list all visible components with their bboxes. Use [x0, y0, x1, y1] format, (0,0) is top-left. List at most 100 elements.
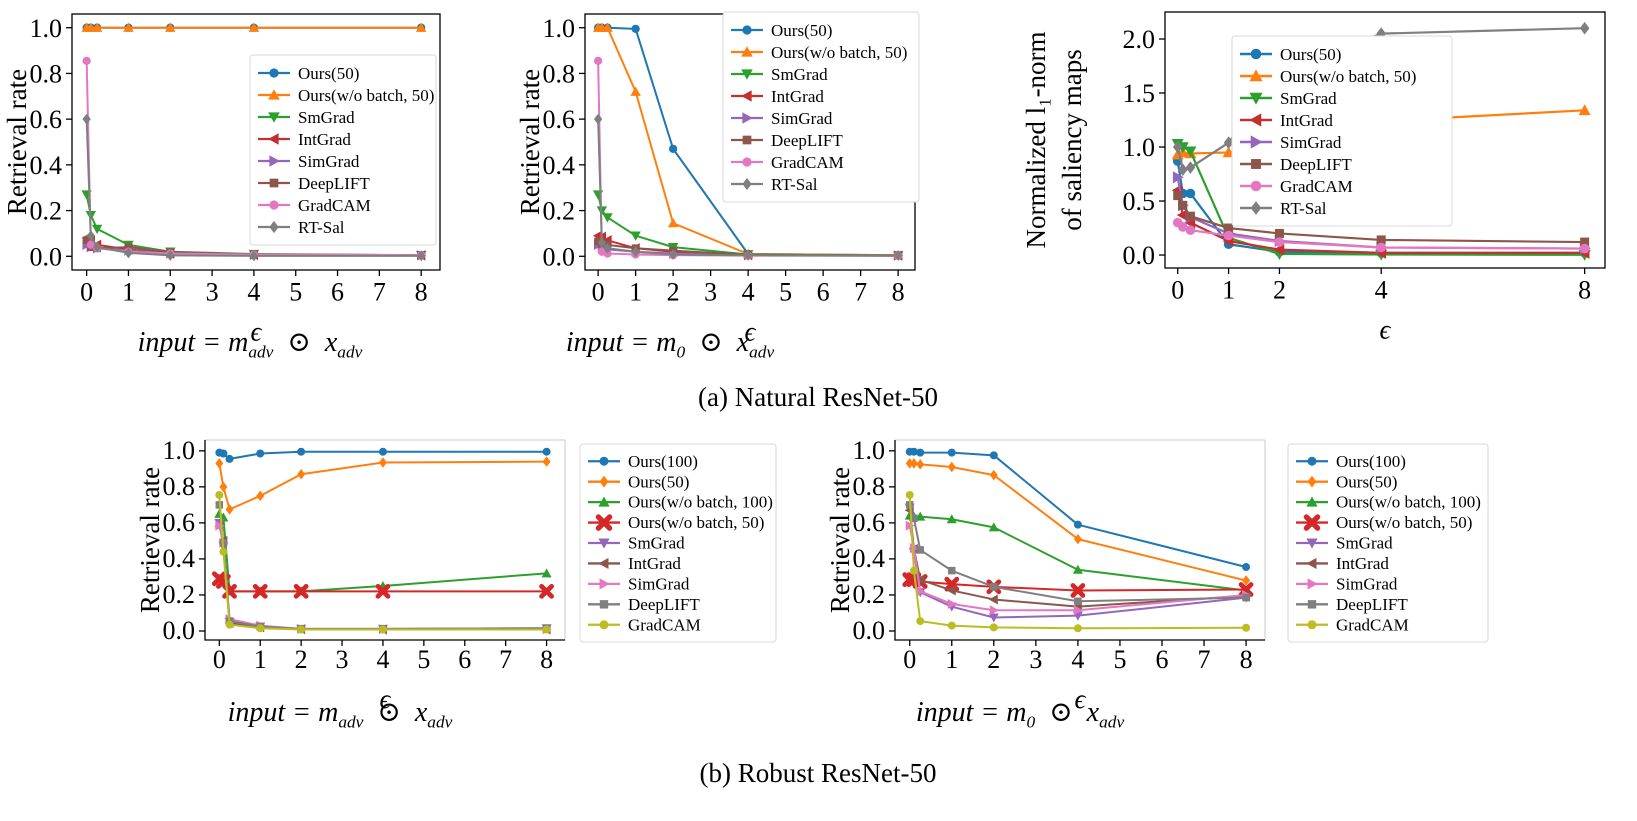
legend-item[interactable]: SmGrad — [1240, 89, 1337, 108]
legend-marker — [269, 68, 279, 78]
legend-item[interactable]: GradCAM — [731, 153, 844, 172]
legend-item[interactable]: IntGrad — [588, 554, 681, 573]
legend-label: Ours(w/o batch, 100) — [1336, 493, 1481, 512]
legend-marker — [742, 25, 752, 35]
legend-item[interactable]: SimGrad — [731, 109, 833, 128]
x-tick-label: 4 — [742, 278, 755, 307]
legend-item[interactable]: SmGrad — [258, 108, 355, 127]
data-point — [123, 22, 134, 32]
plot-svg-panel-b2: 0 1 2 3 4 5 6 7 8 0.0 0.2 0.4 0.6 0.8 1.0 ϵ Retrieval ra… — [825, 436, 1489, 714]
legend-item[interactable]: Ours(w/o batch, 50) — [588, 513, 764, 532]
data-point — [86, 230, 95, 242]
legend-item[interactable]: SmGrad — [588, 534, 685, 553]
legend-label: Ours(50) — [1280, 45, 1341, 64]
legend-item[interactable]: RT-Sal — [731, 175, 818, 194]
x-tick-label: 8 — [1578, 276, 1591, 305]
legend-item[interactable]: DeepLIFT — [1296, 595, 1408, 614]
legend-marker — [598, 538, 610, 549]
legend-item[interactable]: SimGrad — [1296, 574, 1398, 593]
chart-panel-a1: 0 1 2 3 4 5 6 7 8 0.0 0.2 0.4 0.6 0.8 1.0 ϵ Retrieval ra… — [0, 0, 458, 356]
legend-item[interactable]: Ours(50) — [258, 64, 359, 83]
legend-item[interactable]: SimGrad — [588, 574, 690, 593]
legend-item[interactable]: RT-Sal — [258, 218, 345, 237]
data-point — [909, 566, 918, 575]
legend-marker — [268, 112, 280, 123]
x-tick-label: 3 — [704, 278, 717, 307]
chart-panel-b1: 0 1 2 3 4 5 6 7 8 0.0 0.2 0.4 0.6 0.8 1.0 ϵ Retrieval ra… — [105, 424, 795, 726]
legend-item[interactable]: SimGrad — [258, 152, 360, 171]
data-point — [215, 490, 224, 499]
legend-item[interactable]: DeepLIFT — [731, 131, 843, 150]
legend-item[interactable]: Ours(100) — [588, 452, 698, 471]
data-point — [541, 568, 552, 578]
tick-marks: 0 1 2 3 4 5 6 7 8 0.0 0.2 0.4 0.6 0.8 1.0 — [543, 14, 905, 307]
legend-item[interactable]: GradCAM — [258, 196, 371, 215]
legend-item[interactable]: Ours(w/o batch, 50) — [731, 43, 907, 62]
y-axis-label: Retrieval rate — [135, 467, 165, 613]
legend-item[interactable]: Ours(50) — [731, 21, 832, 40]
data-point — [256, 449, 265, 458]
y-tick-label: 0.8 — [853, 472, 886, 501]
legend-item[interactable]: IntGrad — [731, 87, 824, 106]
legend-item[interactable]: DeepLIFT — [1240, 155, 1352, 174]
series-rt-sal — [593, 113, 903, 262]
data-point — [630, 86, 641, 96]
legend-item[interactable]: GradCAM — [1240, 177, 1353, 196]
legend-marker — [598, 496, 610, 507]
data-point — [948, 566, 956, 575]
data-point — [1579, 243, 1590, 254]
legend-marker — [269, 200, 279, 210]
y-tick-label: 1.5 — [1123, 79, 1156, 108]
data-point — [1185, 188, 1196, 199]
y-tick-label: 0.2 — [853, 580, 886, 609]
data-point — [1242, 563, 1251, 572]
legend-item[interactable]: SimGrad — [1240, 133, 1342, 152]
plot-svg-panel-a2: 0 1 2 3 4 5 6 7 8 0.0 0.2 0.4 0.6 0.8 1.0 ϵ Retrieval ra… — [515, 11, 920, 347]
legend-marker — [1306, 538, 1318, 549]
legend-item[interactable]: Ours(50) — [1296, 472, 1397, 491]
x-tick-label: 5 — [417, 645, 430, 674]
legend-item[interactable]: RT-Sal — [1240, 199, 1327, 218]
data-point — [82, 113, 91, 125]
data-point — [215, 520, 225, 531]
legend-marker — [1307, 620, 1317, 630]
data-point — [989, 469, 998, 481]
legend-item[interactable]: Ours(50) — [1240, 45, 1341, 64]
legend-item[interactable]: Ours(100) — [1296, 452, 1406, 471]
legend-item[interactable]: Ours(w/o batch, 50) — [1240, 67, 1416, 86]
x-tick-label: 4 — [1375, 276, 1388, 305]
legend-item[interactable]: Ours(w/o batch, 50) — [258, 86, 434, 105]
legend-label: Ours(w/o batch, 50) — [1280, 67, 1416, 86]
x-tick-label: 8 — [1240, 645, 1253, 674]
legend-item[interactable]: Ours(w/o batch, 50) — [1296, 513, 1472, 532]
legend-item[interactable]: SmGrad — [731, 65, 828, 84]
legend-item[interactable]: Ours(50) — [588, 472, 689, 491]
legend-item[interactable]: Ours(w/o batch, 100) — [1296, 493, 1481, 512]
legend-item[interactable]: IntGrad — [1296, 554, 1389, 573]
legend-item[interactable]: DeepLIFT — [258, 174, 370, 193]
x-tick-label: 4 — [376, 645, 389, 674]
chart-panel-a2: 0 1 2 3 4 5 6 7 8 0.0 0.2 0.4 0.6 0.8 1.0 ϵ Retrieval ra… — [485, 0, 933, 356]
legend-item[interactable]: IntGrad — [258, 130, 351, 149]
legend-item[interactable]: Ours(w/o batch, 100) — [588, 493, 773, 512]
data-point — [593, 56, 603, 66]
legend-marker — [599, 456, 609, 466]
x-tick-label: 5 — [289, 278, 302, 307]
plot-area — [205, 440, 565, 640]
data-point — [905, 458, 914, 469]
legend-item[interactable]: GradCAM — [1296, 615, 1409, 634]
legend-item[interactable]: IntGrad — [1240, 111, 1333, 130]
series-ours-100- — [905, 447, 1251, 572]
series-group — [902, 447, 1254, 633]
data-point — [603, 242, 612, 254]
legend: Ours(50) Ours(w/o batch, 50) SmGrad IntGrad… — [1231, 35, 1453, 227]
series-deeplift — [1173, 191, 1590, 247]
legend-item[interactable]: DeepLIFT — [588, 595, 700, 614]
legend-box — [722, 11, 920, 203]
legend-label: SimGrad — [1280, 133, 1342, 152]
legend-item[interactable]: SmGrad — [1296, 534, 1393, 553]
x-tick-label: 2 — [1273, 276, 1286, 305]
data-point — [602, 22, 613, 32]
axes-spines — [894, 439, 1266, 641]
legend-item[interactable]: GradCAM — [588, 615, 701, 634]
